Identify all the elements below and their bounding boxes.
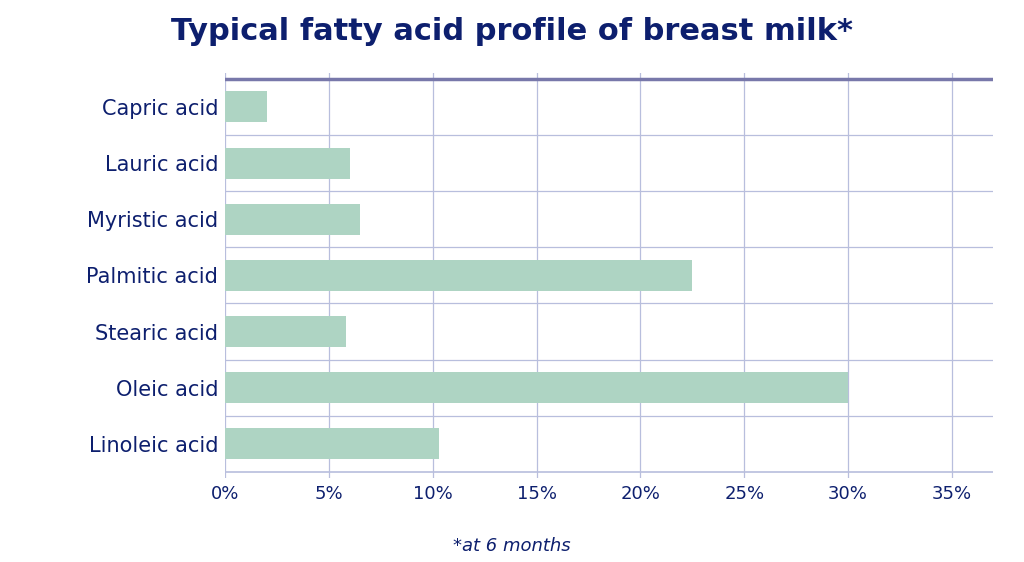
- Text: *at 6 months: *at 6 months: [454, 537, 570, 555]
- Bar: [225, 260, 692, 291]
- Bar: [225, 316, 346, 347]
- Bar: [225, 204, 360, 235]
- Text: Typical fatty acid profile of breast milk*: Typical fatty acid profile of breast mil…: [171, 17, 853, 46]
- Bar: [225, 92, 267, 123]
- Bar: [225, 372, 848, 403]
- Bar: [225, 148, 350, 179]
- Bar: [225, 428, 439, 459]
